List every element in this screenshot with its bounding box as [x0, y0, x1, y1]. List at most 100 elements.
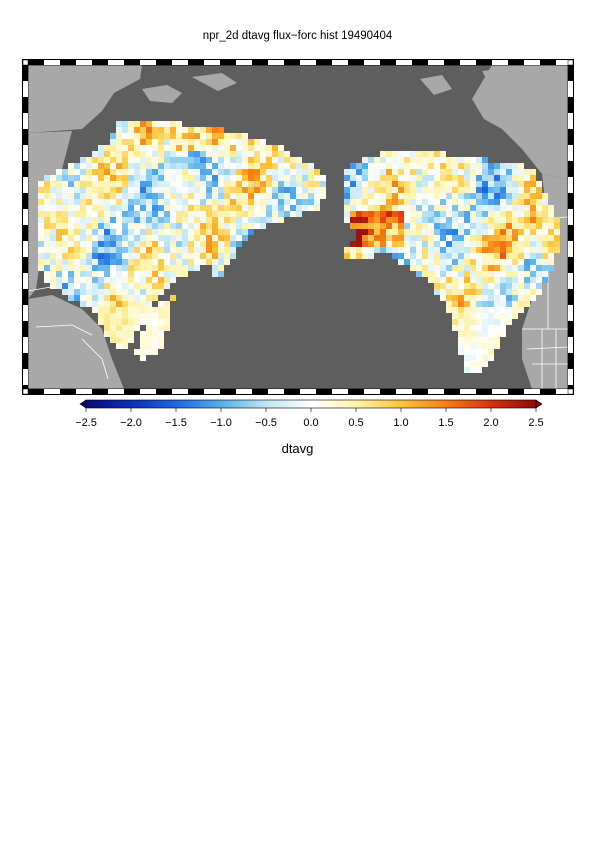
grid-cell [380, 211, 386, 217]
grid-cell [98, 187, 104, 193]
grid-cell [104, 265, 110, 271]
grid-cell [470, 241, 476, 247]
grid-cell [140, 151, 146, 157]
grid-cell [380, 151, 386, 157]
grid-cell [356, 163, 362, 169]
grid-cell [116, 133, 122, 139]
grid-cell [134, 181, 140, 187]
grid-cell [152, 271, 158, 277]
grid-cell [248, 145, 254, 151]
grid-cell [170, 151, 176, 157]
grid-cell [344, 247, 350, 253]
grid-cell [242, 151, 248, 157]
grid-cell [140, 289, 146, 295]
grid-cell [446, 211, 452, 217]
grid-cell [482, 325, 488, 331]
grid-cell [80, 193, 86, 199]
grid-cell [224, 169, 230, 175]
grid-cell [440, 163, 446, 169]
frame-dash [540, 60, 556, 65]
grid-cell [68, 229, 74, 235]
grid-cell [464, 301, 470, 307]
frame-dash [444, 60, 460, 65]
grid-cell [362, 175, 368, 181]
grid-cell [62, 289, 68, 295]
grid-cell [350, 175, 356, 181]
grid-cell [200, 199, 206, 205]
frame-dash [76, 60, 92, 65]
grid-cell [524, 295, 530, 301]
grid-cell [104, 205, 110, 211]
grid-cell [92, 271, 98, 277]
grid-cell [500, 313, 506, 319]
grid-cell [506, 241, 512, 247]
grid-cell [80, 211, 86, 217]
grid-cell [188, 211, 194, 217]
grid-cell [278, 217, 284, 223]
grid-cell [116, 295, 122, 301]
frame-dash [300, 60, 316, 65]
grid-cell [470, 259, 476, 265]
grid-cell [200, 157, 206, 163]
frame-dash [300, 389, 316, 394]
grid-cell [476, 355, 482, 361]
grid-cell [62, 187, 68, 193]
grid-cell [272, 193, 278, 199]
grid-cell [440, 229, 446, 235]
grid-cell [74, 205, 80, 211]
grid-cell [374, 247, 380, 253]
grid-cell [92, 283, 98, 289]
grid-cell [476, 343, 482, 349]
grid-cell [452, 241, 458, 247]
grid-cell [56, 169, 62, 175]
grid-cell [470, 313, 476, 319]
grid-cell [68, 289, 74, 295]
grid-cell [116, 217, 122, 223]
grid-cell [488, 247, 494, 253]
grid-cell [50, 271, 56, 277]
grid-cell [524, 235, 530, 241]
grid-cell [194, 265, 200, 271]
grid-cell [164, 211, 170, 217]
grid-cell [506, 193, 512, 199]
grid-cell [542, 265, 548, 271]
grid-cell [482, 313, 488, 319]
grid-cell [530, 175, 536, 181]
grid-cell [230, 151, 236, 157]
grid-cell [206, 187, 212, 193]
grid-cell [80, 235, 86, 241]
grid-cell [452, 319, 458, 325]
grid-cell [56, 283, 62, 289]
grid-cell [266, 145, 272, 151]
frame-dash [364, 60, 380, 65]
grid-cell [206, 133, 212, 139]
grid-cell [92, 193, 98, 199]
grid-cell [512, 193, 518, 199]
grid-cell [404, 163, 410, 169]
grid-cell [152, 169, 158, 175]
grid-cell [512, 253, 518, 259]
grid-cell [296, 175, 302, 181]
grid-cell [164, 235, 170, 241]
grid-cell [416, 235, 422, 241]
grid-cell [452, 265, 458, 271]
grid-cell [512, 301, 518, 307]
grid-cell [218, 151, 224, 157]
frame-dash [568, 241, 573, 257]
grid-cell [410, 181, 416, 187]
grid-cell [434, 265, 440, 271]
grid-cell [146, 211, 152, 217]
grid-cell [182, 175, 188, 181]
grid-cell [152, 277, 158, 283]
grid-cell [212, 229, 218, 235]
grid-cell [392, 211, 398, 217]
grid-cell [146, 127, 152, 133]
grid-cell [140, 157, 146, 163]
grid-cell [416, 199, 422, 205]
grid-cell [182, 247, 188, 253]
grid-cell [134, 127, 140, 133]
grid-cell [188, 175, 194, 181]
grid-cell [452, 259, 458, 265]
grid-cell [410, 205, 416, 211]
grid-cell [146, 241, 152, 247]
